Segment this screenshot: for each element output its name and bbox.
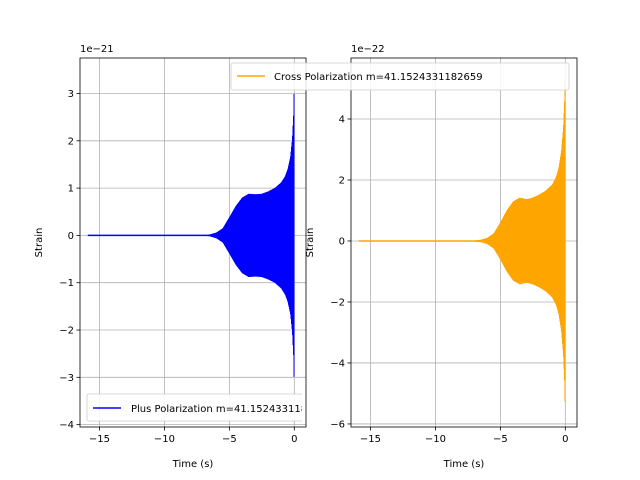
- legend-label-plus: Plus Polarization m=41.1524331182659: [131, 404, 333, 415]
- right-series-cross: [358, 80, 566, 402]
- y-tick-label: −4: [330, 358, 345, 369]
- series-waveform: [475, 80, 566, 402]
- right-x-ticks: −15 −10 −5 0: [360, 427, 568, 445]
- cross-polarization-legend: Cross Polarization m=41.1524331182659: [230, 62, 570, 91]
- right-y-axis-label: Strain: [305, 228, 316, 258]
- x-tick-label: 0: [291, 434, 297, 445]
- y-tick-label: −2: [59, 326, 74, 337]
- left-offset-text: 1e−21: [80, 44, 114, 55]
- legend-box: [230, 62, 570, 91]
- y-tick-label: 2: [339, 175, 345, 186]
- left-x-ticks: −15 −10 −5 0: [89, 427, 297, 445]
- right-axes-frame: [350, 57, 578, 428]
- plus-polarization-legend: Plus Polarization m=41.1524331182659: [86, 393, 333, 422]
- y-tick-label: 1: [68, 184, 74, 195]
- y-tick-label: 0: [68, 231, 74, 242]
- left-y-ticks: −4 −3 −2 −1 0 1 2 3: [59, 89, 80, 431]
- x-tick-label: −10: [154, 434, 175, 445]
- left-y-axis-label: Strain: [34, 228, 45, 258]
- x-tick-label: −15: [360, 434, 381, 445]
- y-tick-label: −4: [59, 420, 74, 431]
- x-tick-label: −5: [493, 434, 508, 445]
- right-plot-panel: −15 −10 −5 0 −6 −4 −2 0 2 4 Time (s) Strain 1e−2…: [305, 44, 578, 470]
- left-series-plus: [87, 93, 295, 377]
- y-tick-label: −6: [330, 419, 345, 430]
- x-tick-label: −10: [425, 434, 446, 445]
- y-tick-label: −1: [59, 278, 74, 289]
- legend-label-cross: Cross Polarization m=41.1524331182659: [274, 72, 483, 83]
- y-tick-label: 2: [68, 136, 74, 147]
- y-tick-label: −3: [59, 373, 74, 384]
- right-y-ticks: −6 −4 −2 0 2 4: [330, 114, 351, 430]
- legend-box: [86, 393, 302, 422]
- right-x-axis-label: Time (s): [443, 459, 485, 470]
- y-tick-label: 4: [339, 114, 345, 125]
- x-tick-label: 0: [562, 434, 568, 445]
- left-axes-frame: [79, 57, 307, 428]
- y-tick-label: 0: [339, 236, 345, 247]
- series-waveform: [204, 93, 295, 377]
- y-tick-label: 3: [68, 89, 74, 100]
- left-x-axis-label: Time (s): [172, 459, 214, 470]
- x-tick-label: −15: [89, 434, 110, 445]
- right-offset-text: 1e−22: [351, 44, 385, 55]
- x-tick-label: −5: [222, 434, 237, 445]
- y-tick-label: −2: [330, 297, 345, 308]
